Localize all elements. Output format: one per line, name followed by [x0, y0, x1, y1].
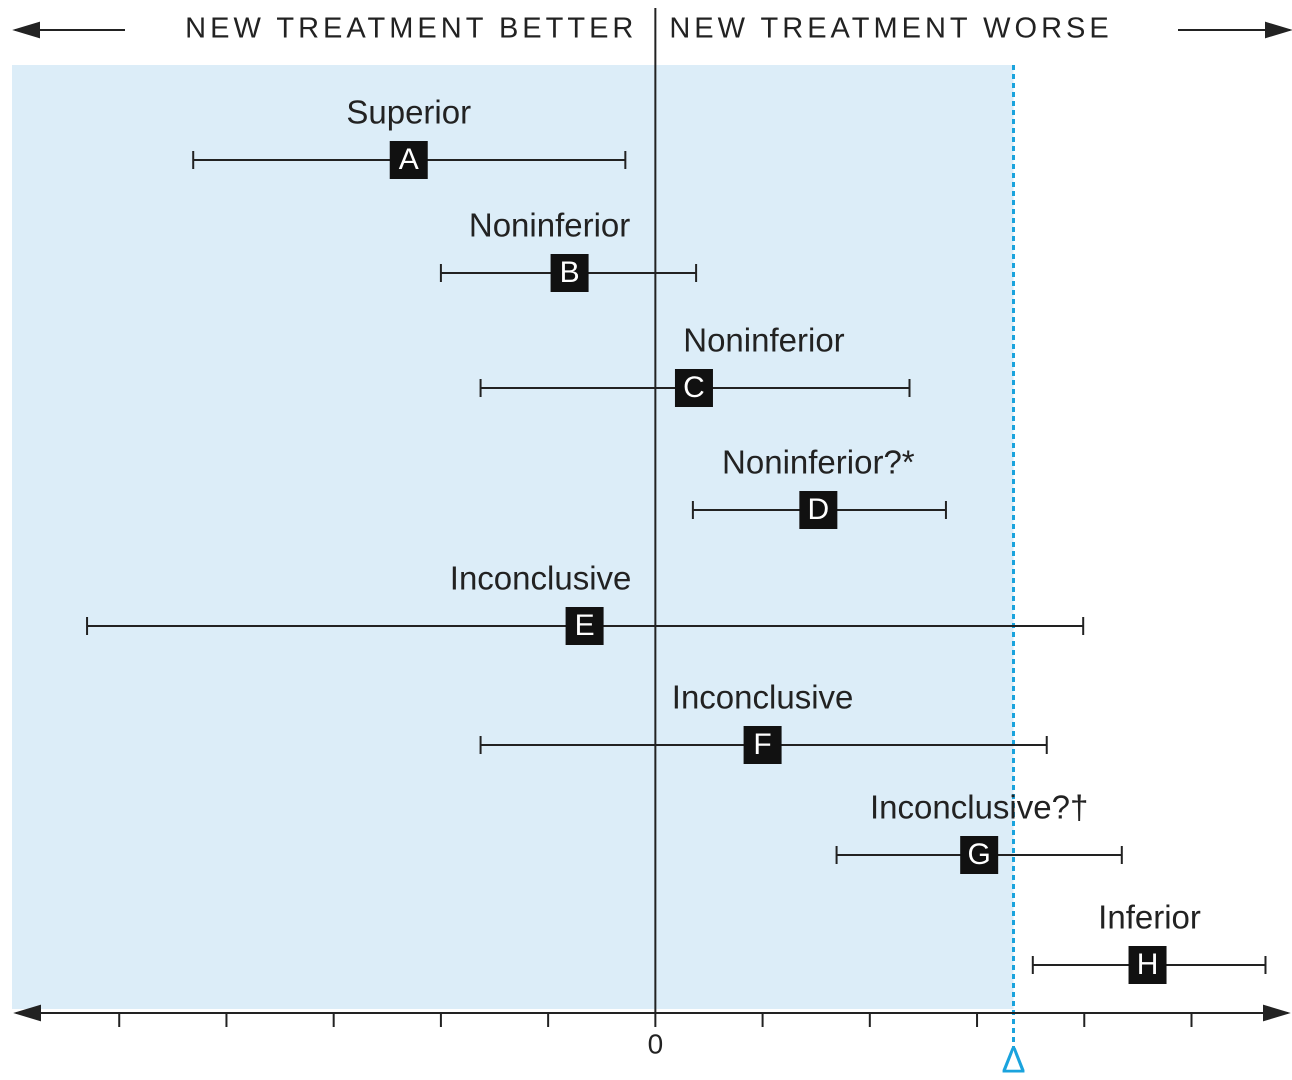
point-estimate — [389, 141, 428, 179]
interval-row: E Inconclusive — [86, 560, 1085, 645]
point-letter: H — [1137, 948, 1159, 981]
interval-row: F Inconclusive — [479, 679, 1048, 764]
interval-annotation: Inconclusive — [450, 560, 632, 597]
interval-annotation: Inferior — [1098, 899, 1201, 936]
x-tick-label: 0 — [648, 1028, 664, 1059]
interval-annotation: Noninferior — [683, 322, 844, 359]
point-letter: G — [968, 838, 991, 871]
margin-label: Δ — [1001, 1040, 1025, 1080]
interval-annotation: Noninferior?* — [722, 444, 915, 481]
interval-annotation: Inconclusive?† — [870, 789, 1088, 826]
point-letter: C — [683, 371, 705, 404]
header-right: NEW TREATMENT WORSE — [669, 13, 1112, 45]
point-letter: D — [808, 493, 830, 526]
point-estimate — [1128, 946, 1167, 984]
point-estimate — [743, 726, 782, 764]
point-letter: E — [575, 609, 595, 642]
interval-row: D Noninferior?* — [691, 444, 947, 529]
interval-row: B Noninferior — [439, 207, 698, 292]
interval-row: A Superior — [192, 94, 627, 179]
point-letter: F — [753, 728, 771, 761]
point-estimate — [550, 254, 589, 292]
point-estimate — [565, 607, 604, 645]
point-estimate — [799, 491, 838, 529]
interval-annotation: Noninferior — [469, 207, 630, 244]
point-letter: B — [560, 256, 580, 289]
interval-row: G Inconclusive?† — [835, 789, 1123, 874]
interval-annotation: Superior — [346, 94, 471, 131]
point-estimate — [960, 836, 999, 874]
interval-row: H Inferior — [1031, 899, 1267, 984]
interval-annotation: Inconclusive — [672, 679, 854, 716]
point-estimate — [674, 369, 713, 407]
interval-row: C Noninferior — [479, 322, 911, 407]
point-letter: A — [399, 143, 419, 176]
header-left: NEW TREATMENT BETTER — [185, 13, 637, 45]
better-region — [12, 65, 1014, 1009]
